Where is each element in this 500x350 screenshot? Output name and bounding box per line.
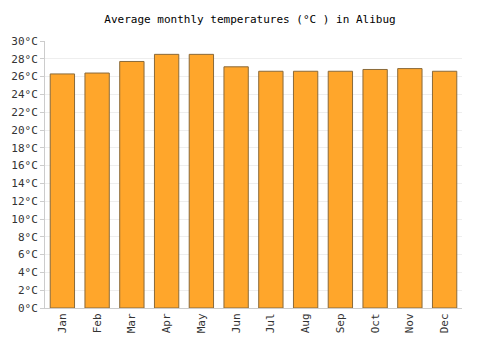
svg-text:Jan: Jan xyxy=(56,313,69,333)
svg-text:Dec: Dec xyxy=(438,313,451,333)
svg-text:20°C: 20°C xyxy=(11,124,38,137)
svg-text:24°C: 24°C xyxy=(11,88,38,101)
svg-text:Average monthly temperatures (: Average monthly temperatures (°C ) in Al… xyxy=(104,13,395,26)
svg-text:26°C: 26°C xyxy=(11,70,38,83)
svg-text:6°C: 6°C xyxy=(18,248,38,261)
svg-text:2°C: 2°C xyxy=(18,284,38,297)
svg-text:0°C: 0°C xyxy=(18,302,38,315)
svg-text:14°C: 14°C xyxy=(11,177,38,190)
svg-text:Feb: Feb xyxy=(91,313,104,333)
svg-text:4°C: 4°C xyxy=(18,266,38,279)
svg-text:Apr: Apr xyxy=(160,313,173,333)
svg-text:28°C: 28°C xyxy=(11,53,38,66)
svg-text:Nov: Nov xyxy=(403,313,416,333)
svg-text:16°C: 16°C xyxy=(11,159,38,172)
svg-text:18°C: 18°C xyxy=(11,142,38,155)
svg-text:10°C: 10°C xyxy=(11,213,38,226)
svg-text:Jul: Jul xyxy=(264,313,277,333)
svg-text:Oct: Oct xyxy=(369,313,382,333)
svg-text:May: May xyxy=(195,313,208,333)
svg-text:Jun: Jun xyxy=(230,313,243,333)
svg-text:30°C: 30°C xyxy=(11,35,38,48)
svg-text:Aug: Aug xyxy=(299,313,312,333)
svg-text:Mar: Mar xyxy=(125,313,138,333)
svg-text:12°C: 12°C xyxy=(11,195,38,208)
svg-text:22°C: 22°C xyxy=(11,106,38,119)
svg-text:Sep: Sep xyxy=(334,313,347,333)
svg-text:8°C: 8°C xyxy=(18,231,38,244)
